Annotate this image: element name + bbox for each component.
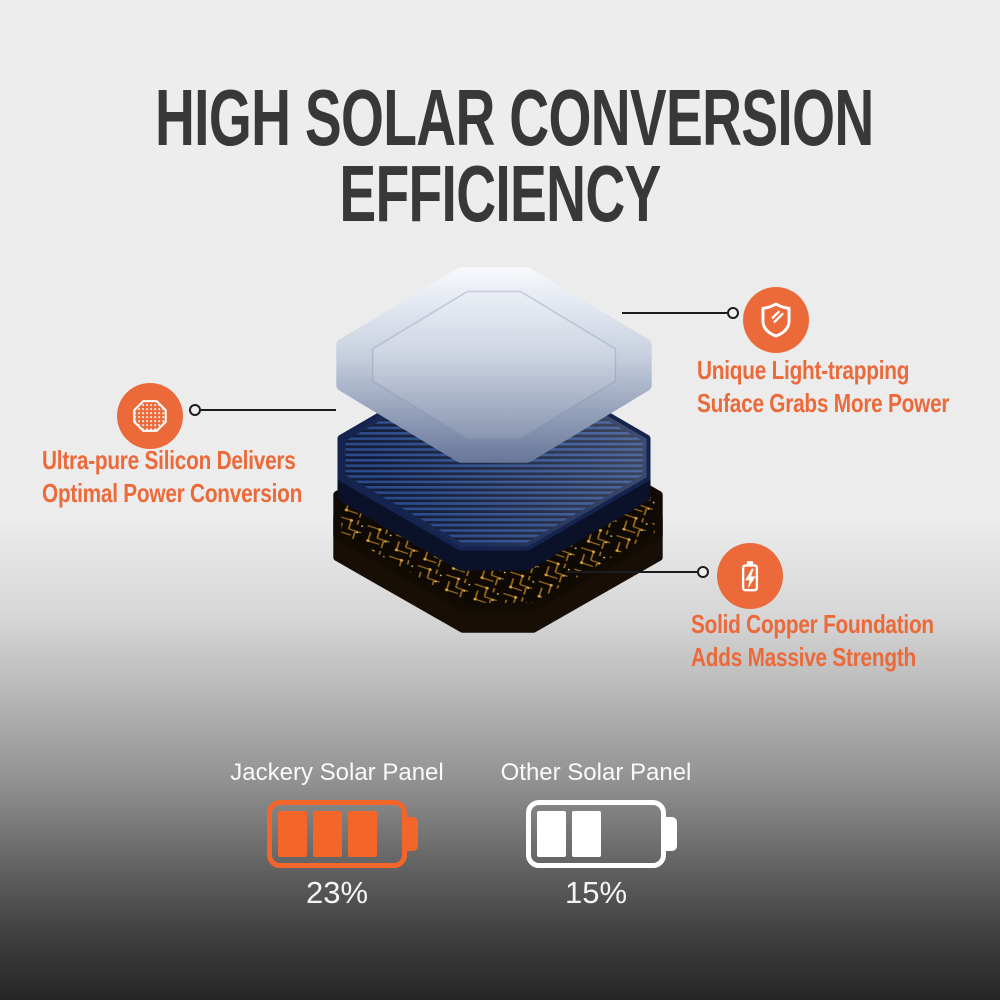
comparison-jackery-label: Jackery Solar Panel bbox=[230, 759, 444, 786]
battery-bar bbox=[348, 811, 377, 857]
leader-dot-surface bbox=[727, 307, 739, 319]
battery-bar bbox=[537, 811, 566, 857]
callout-surface-text: Unique Light-trapping Suface Grabs More … bbox=[697, 354, 950, 420]
callout-copper-line-1: Solid Copper Foundation bbox=[691, 609, 934, 639]
battery-bar bbox=[278, 811, 307, 857]
callout-surface-line-2: Suface Grabs More Power bbox=[697, 388, 950, 418]
battery-terminal bbox=[666, 817, 677, 851]
callout-surface-line-1: Unique Light-trapping bbox=[697, 355, 910, 385]
comparison-jackery: Jackery Solar Panel 23% bbox=[197, 758, 477, 912]
other-battery-icon bbox=[526, 800, 677, 868]
title-line-1: HIGH SOLAR CONVERSION bbox=[155, 72, 874, 162]
leader-lines bbox=[189, 307, 739, 578]
copper-layer bbox=[337, 423, 658, 629]
callout-silicon-line-1: Ultra-pure Silicon Delivers bbox=[42, 445, 296, 475]
comparison-jackery-value: 23% bbox=[305, 875, 369, 910]
leader-dot-copper bbox=[697, 566, 709, 578]
glass-layer bbox=[342, 273, 645, 457]
page-title: HIGH SOLAR CONVERSION EFFICIENCY bbox=[0, 72, 1000, 238]
battery-bar bbox=[572, 811, 601, 857]
silicon-layer bbox=[342, 369, 647, 566]
callout-silicon-line-2: Optimal Power Conversion bbox=[42, 478, 303, 508]
comparison-other-value: 15% bbox=[564, 875, 628, 910]
callout-copper-line-2: Adds Massive Strength bbox=[691, 642, 916, 672]
leader-dot-silicon bbox=[189, 404, 201, 416]
comparison-other-label: Other Solar Panel bbox=[500, 759, 692, 786]
battery-cells bbox=[278, 811, 396, 857]
title-line-2: EFFICIENCY bbox=[339, 148, 661, 238]
jackery-battery-icon bbox=[267, 800, 418, 868]
callout-copper-text: Solid Copper Foundation Adds Massive Str… bbox=[691, 608, 934, 674]
battery-bar bbox=[313, 811, 342, 857]
battery-terminal bbox=[407, 817, 418, 851]
callout-silicon-text: Ultra-pure Silicon Delivers Optimal Powe… bbox=[42, 444, 302, 510]
battery-cells bbox=[537, 811, 655, 857]
battery-lightning-icon bbox=[717, 543, 783, 609]
comparison-other: Other Solar Panel 15% bbox=[456, 758, 736, 912]
silicon-wafer-icon bbox=[117, 383, 183, 449]
shield-check-icon bbox=[743, 287, 809, 353]
